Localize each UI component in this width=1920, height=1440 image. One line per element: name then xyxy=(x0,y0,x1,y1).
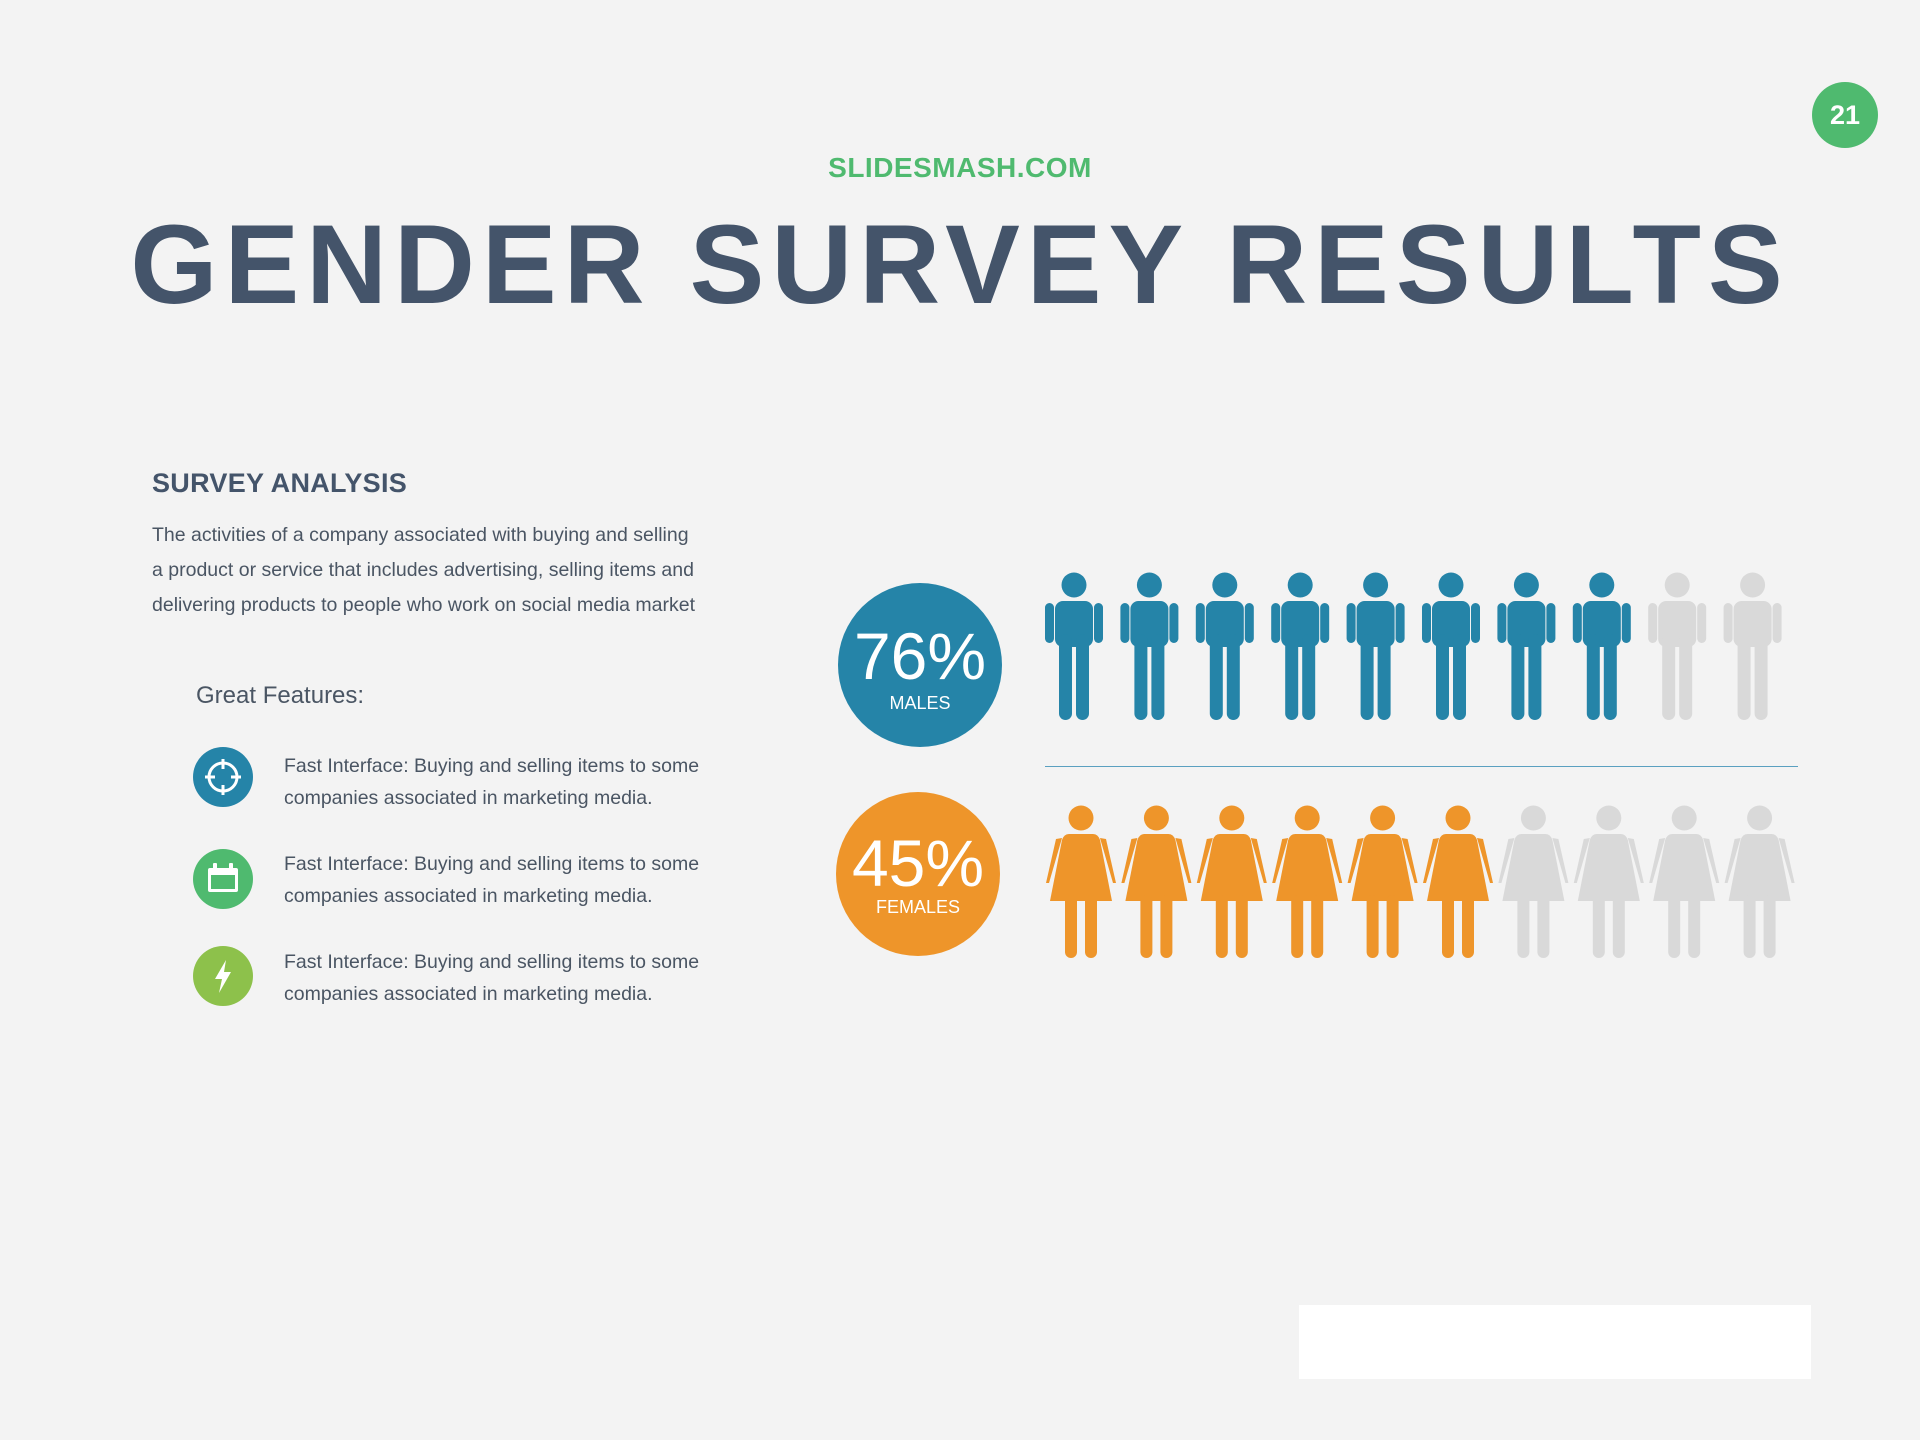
analysis-line: The activities of a company associated w… xyxy=(152,524,689,546)
blank-panel xyxy=(1299,1305,1811,1379)
male-figure-icon xyxy=(1723,572,1782,720)
female-figure-icon xyxy=(1272,805,1343,958)
male-figure-icon xyxy=(1346,572,1405,720)
feature-text: Fast Interface: Buying and selling items… xyxy=(284,750,744,814)
divider-line xyxy=(1045,766,1798,767)
page-title: GENDER SURVEY RESULTS xyxy=(130,202,1790,327)
site-label: SLIDESMASH.COM xyxy=(828,152,1092,183)
female-figure-icon xyxy=(1724,805,1795,958)
males-stat-circle: 76% MALES xyxy=(838,583,1002,747)
feature-text: Fast Interface: Buying and selling items… xyxy=(284,848,744,912)
female-figure-icon xyxy=(1196,805,1267,958)
analysis-body: The activities of a company associated w… xyxy=(152,518,752,623)
calendar-icon xyxy=(193,849,253,909)
female-figure-icon xyxy=(1573,805,1644,958)
females-stat-circle: 45% FEMALES xyxy=(836,792,1000,956)
analysis-line: a product or service that includes adver… xyxy=(152,559,694,581)
male-figure-icon xyxy=(1045,572,1103,720)
features-heading: Great Features: xyxy=(196,682,365,709)
female-figure-icon xyxy=(1498,805,1569,958)
lightning-icon xyxy=(193,946,253,1006)
male-figure-icon xyxy=(1572,572,1631,720)
male-figure-icon xyxy=(1271,572,1330,720)
feature-line: Fast Interface: Buying and selling items… xyxy=(284,755,700,777)
females-label: FEMALES xyxy=(875,897,961,917)
feature-text: Fast Interface: Buying and selling items… xyxy=(284,946,744,1010)
males-percent: 76% xyxy=(853,619,987,693)
page-number-badge: 21 xyxy=(1812,82,1878,148)
female-figure-icon xyxy=(1649,805,1720,958)
male-figure-icon xyxy=(1648,572,1707,720)
analysis-heading: SURVEY ANALYSIS xyxy=(152,468,408,498)
male-figure-icon xyxy=(1497,572,1556,720)
feature-line: companies associated in marketing media. xyxy=(284,885,653,907)
feature-line: companies associated in marketing media. xyxy=(284,983,653,1005)
feature-line: Fast Interface: Buying and selling items… xyxy=(284,853,700,875)
female-figure-icon xyxy=(1347,805,1418,958)
feature-line: companies associated in marketing media. xyxy=(284,787,653,809)
females-percent: 45% xyxy=(851,826,985,900)
male-figure-icon xyxy=(1120,572,1179,720)
female-figure-icon xyxy=(1046,805,1116,958)
males-label: MALES xyxy=(889,693,951,713)
feature-line: Fast Interface: Buying and selling items… xyxy=(284,951,700,973)
analysis-line: delivering products to people who work o… xyxy=(152,594,696,616)
crosshair-icon xyxy=(193,747,253,807)
female-figure-icon xyxy=(1121,805,1192,958)
male-figure-icon xyxy=(1422,572,1480,720)
female-figure-icon xyxy=(1423,805,1493,958)
male-figure-icon xyxy=(1195,572,1254,720)
